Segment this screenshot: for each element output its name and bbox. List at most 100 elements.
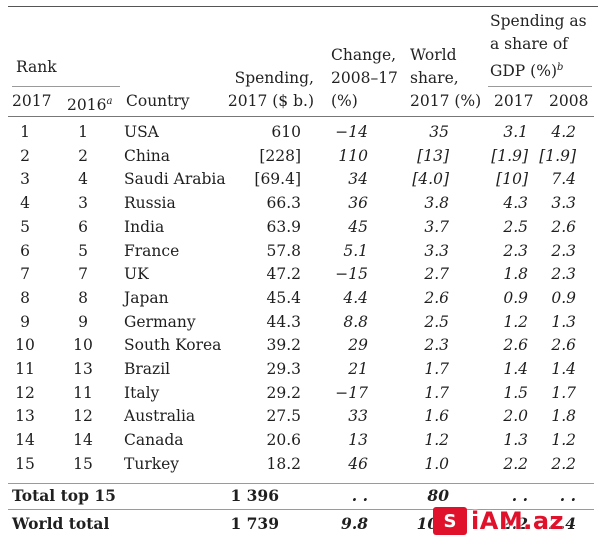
header-gdp-2017: 2017 (494, 92, 534, 110)
watermark: S iAM.az (433, 507, 564, 535)
cell-share: 3.8 (424, 194, 449, 213)
total-cell-g17: . . (511, 486, 528, 505)
header-gdp-2008: 2008 (549, 92, 589, 110)
cell-share: 2.7 (424, 265, 449, 284)
cell-g17: 2.3 (503, 241, 528, 260)
cell-r17: 15 (15, 454, 35, 473)
cell-share: 3.3 (424, 241, 449, 260)
cell-country: Germany (124, 312, 196, 331)
cell-r16: 4 (78, 170, 88, 189)
cell-r17: 3 (20, 170, 30, 189)
cell-spend: 18.2 (266, 454, 301, 473)
cell-spend: 57.8 (266, 241, 301, 260)
cell-r16: 10 (73, 336, 93, 355)
cell-r17: 1 (20, 123, 30, 141)
cell-g08: 3.3 (551, 194, 576, 213)
cell-r17: 10 (15, 336, 35, 355)
cell-share: [13] (417, 146, 449, 165)
cell-share: 1.6 (424, 407, 449, 426)
total-cell-change: 9.8 (341, 514, 368, 533)
cell-share: 2.3 (424, 336, 449, 355)
cell-g17: 1.8 (503, 265, 528, 284)
cell-spend: 45.4 (266, 288, 301, 307)
cell-r17: 9 (20, 312, 30, 331)
total-cell-g17: 2.2 (501, 514, 528, 533)
cell-change: 4.4 (343, 288, 368, 307)
cell-g08: 1.7 (551, 383, 576, 402)
cell-r17: 6 (20, 241, 30, 260)
header-country: Country (126, 92, 190, 110)
cell-country: UK (124, 265, 149, 284)
cell-g08: 2.3 (551, 265, 576, 284)
cell-spend: 63.9 (266, 217, 301, 236)
cell-r16: 11 (73, 383, 93, 402)
header-rank-2016: 2016a (67, 96, 113, 115)
cell-g17: 4.3 (503, 194, 528, 213)
cell-change: 13 (348, 431, 368, 450)
cell-country: India (124, 217, 165, 236)
cell-g08: 2.2 (551, 454, 576, 473)
header-gdp-l2: a share of (490, 35, 568, 53)
cell-share: 1.7 (424, 383, 449, 402)
cell-share: 3.7 (424, 217, 449, 236)
footnote-a: a (106, 96, 113, 107)
cell-r16: 9 (78, 312, 88, 331)
cell-spend: [228] (259, 146, 301, 165)
cell-g17: 0.9 (503, 288, 528, 307)
cell-change: 29 (348, 336, 368, 355)
header-rank: Rank (16, 58, 57, 76)
header-world-l3: 2017 (%) (410, 92, 482, 110)
cell-r16: 8 (78, 288, 88, 307)
cell-change: −15 (335, 265, 368, 284)
cell-change: 46 (348, 454, 368, 473)
cell-share: 35 (429, 123, 449, 141)
cell-country: Turkey (124, 454, 180, 473)
cell-r16: 3 (78, 194, 88, 213)
cell-r16: 13 (73, 360, 93, 378)
totals-rule (8, 483, 594, 484)
cell-country: Brazil (124, 360, 171, 378)
cell-g08: 1.8 (551, 407, 576, 426)
cell-r16: 14 (73, 431, 93, 450)
cell-country: Australia (124, 407, 196, 426)
cell-change: 33 (348, 407, 368, 426)
cell-spend: 27.5 (266, 407, 301, 426)
cell-g17: 3.1 (503, 123, 528, 141)
cell-country: Japan (124, 288, 169, 307)
cell-r17: 5 (20, 217, 30, 236)
cell-country: Saudi Arabia (124, 170, 226, 189)
cell-spend: [69.4] (254, 170, 301, 189)
cell-change: 34 (348, 170, 368, 189)
watermark-text: iAM.az (471, 507, 564, 535)
cell-g17: 1.4 (503, 360, 528, 378)
cell-g17: 2.6 (503, 336, 528, 355)
cell-change: 8.8 (343, 312, 368, 331)
cell-country: Canada (124, 431, 184, 450)
cell-g08: 7.4 (551, 170, 576, 189)
cell-r16: 12 (73, 407, 93, 426)
cell-g08: 2.3 (551, 241, 576, 260)
cell-r17: 2 (20, 146, 30, 165)
cell-g17: 2.5 (503, 217, 528, 236)
table-top-rule (8, 6, 598, 7)
header-world-l1: World (410, 46, 457, 64)
cell-r16: 5 (78, 241, 88, 260)
cell-r17: 13 (15, 407, 35, 426)
cell-r17: 4 (20, 194, 30, 213)
footnote-b: b (557, 62, 564, 73)
rank-rule (12, 86, 120, 87)
header-gdp-l1: Spending as (490, 12, 587, 30)
header-gdp-l3: GDP (%)b (490, 62, 564, 81)
cell-g17: 2.0 (503, 407, 528, 426)
cell-change: −17 (335, 383, 368, 402)
cell-r17: 8 (20, 288, 30, 307)
total-cell-g08: 2.4 (549, 514, 576, 533)
cell-change: 36 (348, 194, 368, 213)
cell-r17: 7 (20, 265, 30, 284)
cell-g08: 4.2 (551, 123, 576, 141)
cell-g17: [10] (496, 170, 528, 189)
cell-g08: 2.6 (551, 217, 576, 236)
cell-g08: 1.2 (551, 431, 576, 450)
cell-share: 1.2 (424, 431, 449, 450)
cell-spend: 29.3 (266, 360, 301, 378)
